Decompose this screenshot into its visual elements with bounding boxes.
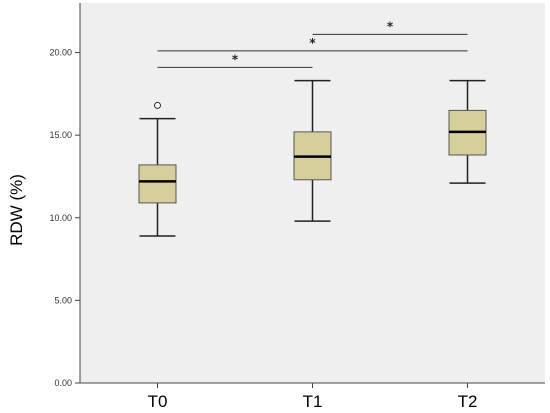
box-t2 — [448, 79, 487, 184]
significance-label: * — [309, 36, 316, 50]
y-axis: 0.00 5.00 10.00 15.00 20.00 — [49, 3, 81, 388]
y-tick-label: 20.00 — [49, 48, 72, 58]
significance-bracket: * — [157, 36, 468, 52]
significance-bracket: * — [157, 52, 313, 68]
boxes — [138, 79, 487, 237]
y-tick-label: 0.00 — [54, 378, 72, 388]
box-t0 — [138, 101, 177, 237]
significance-label: * — [387, 19, 394, 33]
significance-bracket: * — [312, 19, 468, 35]
iqr-box — [138, 164, 177, 204]
x-tick-label: T1 — [303, 392, 323, 411]
y-tick-label: 15.00 — [49, 130, 72, 140]
significance-label: * — [232, 52, 239, 66]
box-t1 — [293, 79, 332, 222]
x-axis: T0 T1 T2 — [80, 382, 545, 411]
x-tick-label: T0 — [148, 392, 168, 411]
y-tick-label: 5.00 — [54, 295, 72, 305]
outlier-point — [154, 101, 161, 109]
y-axis-title: RDW (%) — [7, 174, 26, 246]
significance-brackets: * * * — [157, 19, 468, 68]
y-tick-label: 10.00 — [49, 213, 72, 223]
x-tick-label: T2 — [458, 392, 478, 411]
